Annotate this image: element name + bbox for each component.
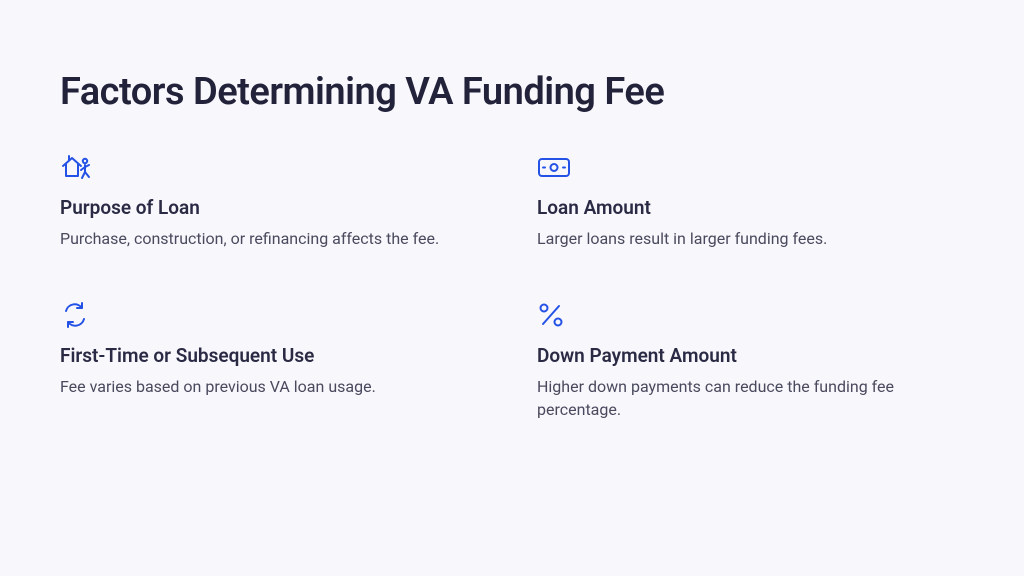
factor-item: Down Payment Amount Higher down payments… [537,300,964,421]
factor-description: Larger loans result in larger funding fe… [537,227,964,250]
factor-description: Higher down payments can reduce the fund… [537,375,964,421]
house-person-icon [60,152,96,182]
factor-heading: First-Time or Subsequent Use [60,344,487,367]
percent-icon [537,300,573,330]
factor-heading: Loan Amount [537,196,964,219]
factor-description: Fee varies based on previous VA loan usa… [60,375,487,398]
factor-heading: Purpose of Loan [60,196,487,219]
factor-item: Purpose of Loan Purchase, construction, … [60,152,487,250]
factors-grid: Purpose of Loan Purchase, construction, … [60,152,964,422]
factor-description: Purchase, construction, or refinancing a… [60,227,487,250]
refresh-arrows-icon [60,300,96,330]
banknote-icon [537,152,573,182]
factor-heading: Down Payment Amount [537,344,964,367]
page-title: Factors Determining VA Funding Fee [60,70,964,114]
factor-item: Loan Amount Larger loans result in large… [537,152,964,250]
factor-item: First-Time or Subsequent Use Fee varies … [60,300,487,421]
